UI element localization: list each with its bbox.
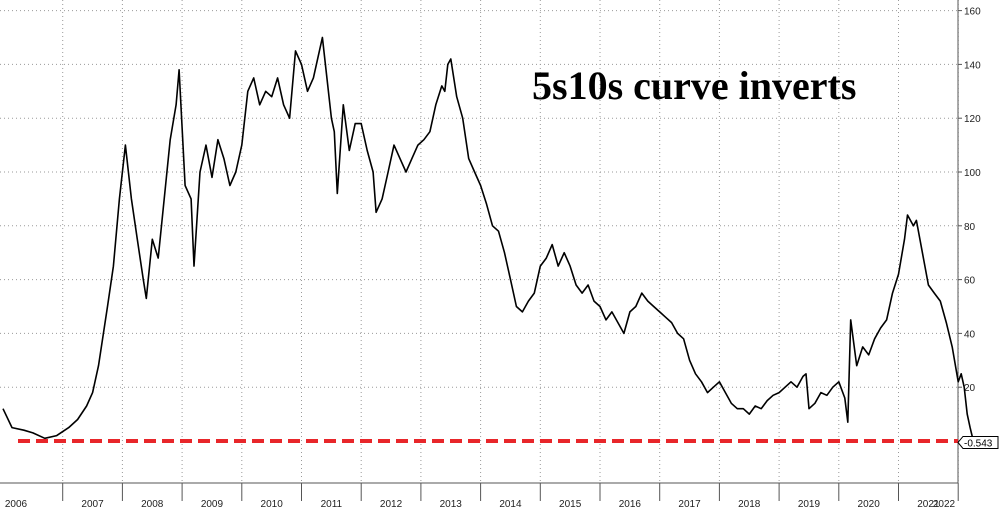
- x-tick-label: 2022: [933, 499, 956, 510]
- chart-title: 5s10s curve inverts: [532, 63, 856, 108]
- x-tick-label: 2021: [917, 499, 940, 510]
- y-tick-label: 60: [964, 276, 976, 287]
- x-tick-label: 2018: [738, 499, 761, 510]
- x-tick-label: 2020: [858, 499, 881, 510]
- x-tick-label: 2017: [678, 499, 701, 510]
- last-value-tag: [957, 435, 999, 449]
- x-tick-label: 2015: [559, 499, 582, 510]
- y-tick-label: 100: [964, 168, 981, 179]
- x-tick-label: 2006: [5, 499, 28, 510]
- y-tick-label: 20: [964, 383, 976, 394]
- y-tick-label: 140: [964, 60, 981, 71]
- y-tick-label: 80: [964, 222, 976, 233]
- last-value-marker: -0.543: [957, 435, 999, 449]
- series-line: [2, 36, 975, 443]
- y-tick-label: 120: [964, 114, 981, 125]
- last-value-label: -0.543: [964, 438, 993, 449]
- x-tick-label: 2014: [499, 499, 522, 510]
- x-tick-labels: 2006 2007 2008 2009 2010 2011 2012 2013 2014 2015…: [5, 483, 959, 510]
- x-tick-label: 2019: [798, 499, 821, 510]
- y-tick-label: 160: [964, 7, 981, 18]
- x-tick-label: 2008: [141, 499, 164, 510]
- x-tick-label: 2016: [619, 499, 642, 510]
- y-tick-label: 40: [964, 329, 976, 340]
- x-tick-label: 2011: [321, 499, 343, 510]
- x-tick-label: 2012: [380, 499, 403, 510]
- x-tick-label: 2013: [440, 499, 463, 510]
- x-tick-label: 2010: [261, 499, 284, 510]
- x-tick-label: 2009: [201, 499, 224, 510]
- y-tick-labels: 20 40 60 80 100 120 140 160: [958, 7, 981, 394]
- x-tick-label: 2007: [81, 499, 104, 510]
